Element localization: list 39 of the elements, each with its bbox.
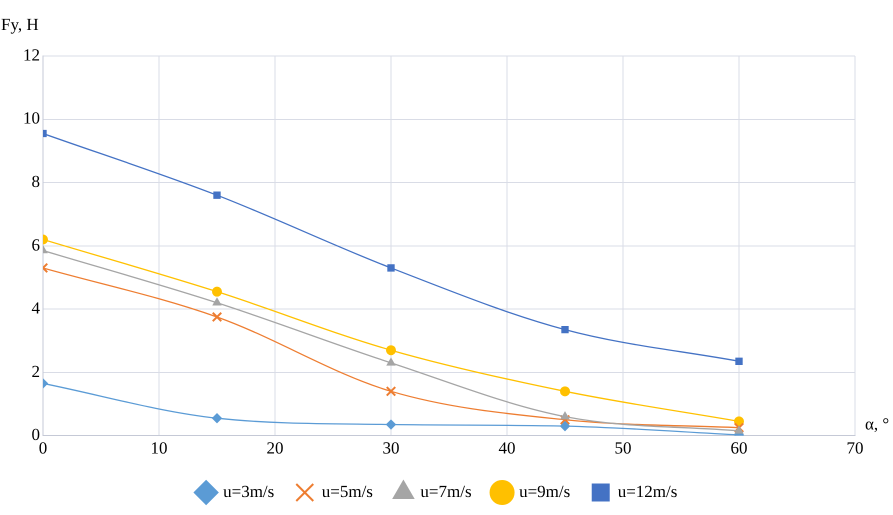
point xyxy=(735,358,743,365)
point xyxy=(386,345,396,356)
point xyxy=(561,326,569,334)
point xyxy=(386,420,396,430)
point xyxy=(560,386,570,396)
legend-label: u=7m/s xyxy=(420,482,472,501)
x-tick-label: 70 xyxy=(846,438,864,458)
point xyxy=(212,286,222,297)
point xyxy=(212,413,222,424)
x-tick-label: 10 xyxy=(150,438,168,458)
y-tick-label: 0 xyxy=(32,425,40,444)
point xyxy=(560,414,570,426)
x-tick-label: 40 xyxy=(498,438,516,458)
y-axis-title: Fy, H xyxy=(1,14,39,34)
y-tick-label: 8 xyxy=(32,172,40,191)
point xyxy=(387,264,395,272)
x-tick-label: 50 xyxy=(614,438,632,458)
y-tick-label: 10 xyxy=(23,108,40,128)
y-tick-label: 12 xyxy=(23,45,40,64)
point xyxy=(213,192,221,199)
point xyxy=(212,312,222,322)
y-tick-label: 6 xyxy=(32,235,40,254)
x-tick-label: 30 xyxy=(382,438,400,458)
point xyxy=(560,412,570,420)
x-tick-label: 60 xyxy=(730,438,748,458)
point xyxy=(212,298,222,306)
point xyxy=(560,421,570,432)
point xyxy=(734,422,744,433)
legend-label: u=3m/s xyxy=(223,482,274,501)
y-tick-label: 4 xyxy=(32,298,40,318)
legend-label: u=9m/s xyxy=(519,482,570,501)
x-axis-title: α, ° xyxy=(865,414,890,434)
point xyxy=(734,426,744,434)
legend-label: u=12m/s xyxy=(618,482,678,501)
x-tick-label: 20 xyxy=(266,438,284,458)
legend-label: u=5m/s xyxy=(322,482,373,501)
point xyxy=(386,386,396,397)
y-tick-label: 2 xyxy=(32,362,40,381)
point xyxy=(386,358,396,366)
